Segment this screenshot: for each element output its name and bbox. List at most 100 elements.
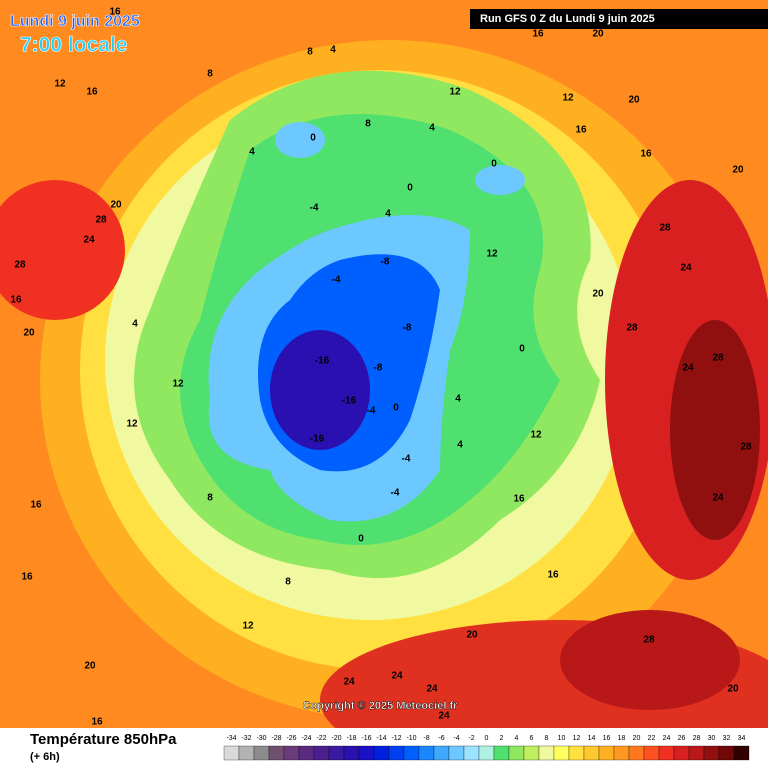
contour-label: 16: [575, 125, 587, 136]
colorbar-swatch: [253, 745, 270, 761]
contour-label: -8: [403, 323, 412, 334]
temp-zone: [275, 122, 325, 158]
contour-label: 20: [110, 200, 122, 211]
contour-label: -4: [402, 454, 411, 465]
legend-title: Température 850hPa: [30, 731, 177, 748]
contour-label: 4: [429, 123, 435, 134]
colorbar-swatch: [613, 745, 630, 761]
temp-zone: [560, 610, 740, 710]
colorbar-swatch: [643, 745, 660, 761]
colorbar-swatch: [508, 745, 525, 761]
colorbar-tick-label: 16: [603, 735, 611, 742]
contour-label: 20: [727, 684, 739, 695]
run-info: Run GFS 0 Z du Lundi 9 juin 2025: [480, 13, 655, 25]
contour-label: 12: [172, 379, 184, 390]
contour-label: 28: [659, 223, 671, 234]
colorbar-tick-label: -34: [226, 735, 236, 742]
colorbar-tick-label: -20: [331, 735, 341, 742]
colorbar-tick-label: 30: [708, 735, 716, 742]
contour-label: 8: [285, 577, 291, 588]
contour-label: 20: [592, 289, 604, 300]
contour-label: 12: [126, 419, 138, 430]
legend-subtitle: (+ 6h): [30, 751, 60, 763]
contour-label: 16: [30, 500, 42, 511]
contour-label: 0: [407, 183, 413, 194]
colorbar-swatch: [688, 745, 705, 761]
colorbar-swatch: [583, 745, 600, 761]
colorbar-swatch: [268, 745, 285, 761]
colorbar-swatch: [493, 745, 510, 761]
contour-label: 24: [391, 671, 403, 682]
colorbar-tick-label: 24: [663, 735, 671, 742]
run-banner: [470, 9, 768, 29]
colorbar-tick-label: 28: [693, 735, 701, 742]
temp-zone: [0, 180, 125, 320]
contour-label: 4: [457, 440, 463, 451]
contour-label: 28: [712, 353, 724, 364]
colorbar-tick-label: -2: [468, 735, 474, 742]
colorbar-tick-label: 34: [738, 735, 746, 742]
contour-label: 0: [393, 403, 399, 414]
contour-label: 24: [426, 684, 438, 695]
colorbar-swatch: [328, 745, 345, 761]
colorbar-tick-label: -12: [391, 735, 401, 742]
colorbar-swatch: [463, 745, 480, 761]
colorbar-tick-label: 14: [588, 735, 596, 742]
colorbar-tick-label: -32: [241, 735, 251, 742]
colorbar-swatch: [568, 745, 585, 761]
contour-label: 0: [519, 344, 525, 355]
contour-label: 16: [640, 149, 652, 160]
contour-label: 20: [592, 29, 604, 40]
colorbar-tick-label: 20: [633, 735, 641, 742]
contour-label: -4: [367, 406, 376, 417]
contour-label: 12: [530, 430, 542, 441]
contour-label: 0: [358, 534, 364, 545]
contour-label: 24: [712, 493, 724, 504]
contour-label: -4: [332, 275, 341, 286]
contour-label: 20: [466, 630, 478, 641]
colorbar-swatch: [418, 745, 435, 761]
contour-label: 16: [21, 572, 33, 583]
colorbar-tick-label: -22: [316, 735, 326, 742]
contour-label: 12: [54, 79, 66, 90]
contour-label: 12: [449, 87, 461, 98]
colorbar-swatch: [343, 745, 360, 761]
colorbar-swatch: [403, 745, 420, 761]
contour-label: 0: [310, 133, 316, 144]
contour-label: 16: [10, 295, 22, 306]
contour-label: -16: [310, 434, 325, 445]
colorbar-swatch: [298, 745, 315, 761]
contour-label: 28: [643, 635, 655, 646]
contour-label: 24: [438, 711, 450, 722]
contour-label: -4: [391, 488, 400, 499]
colorbar-tick-label: 2: [500, 735, 504, 742]
colorbar-swatch: [598, 745, 615, 761]
copyright: Copyright © 2025 Meteociel.fr: [303, 700, 459, 712]
colorbar-tick-label: 10: [558, 735, 566, 742]
contour-label: 20: [23, 328, 35, 339]
colorbar-tick-label: -30: [256, 735, 266, 742]
time-title: 7:00 locale: [20, 34, 127, 57]
temp-zone: [670, 320, 760, 540]
contour-label: 16: [547, 570, 559, 581]
contour-label: 24: [682, 363, 694, 374]
contour-label: -4: [310, 203, 319, 214]
contour-label: 4: [385, 209, 391, 220]
contour-label: 8: [307, 47, 313, 58]
contour-label: 24: [680, 263, 692, 274]
contour-label: -16: [315, 356, 330, 367]
contour-label: 12: [242, 621, 254, 632]
colorbar-tick-label: 18: [618, 735, 626, 742]
contour-label: 8: [365, 119, 371, 130]
colorbar-tick-label: -18: [346, 735, 356, 742]
contour-label: -16: [342, 396, 357, 407]
colorbar-tick-label: 22: [648, 735, 656, 742]
colorbar-swatch: [658, 745, 675, 761]
contour-label: 8: [207, 69, 213, 80]
colorbar-swatch: [373, 745, 390, 761]
contour-label: 16: [109, 7, 121, 18]
colorbar-swatch: [223, 745, 240, 761]
colorbar-swatch: [448, 745, 465, 761]
contour-label: 16: [91, 717, 103, 728]
